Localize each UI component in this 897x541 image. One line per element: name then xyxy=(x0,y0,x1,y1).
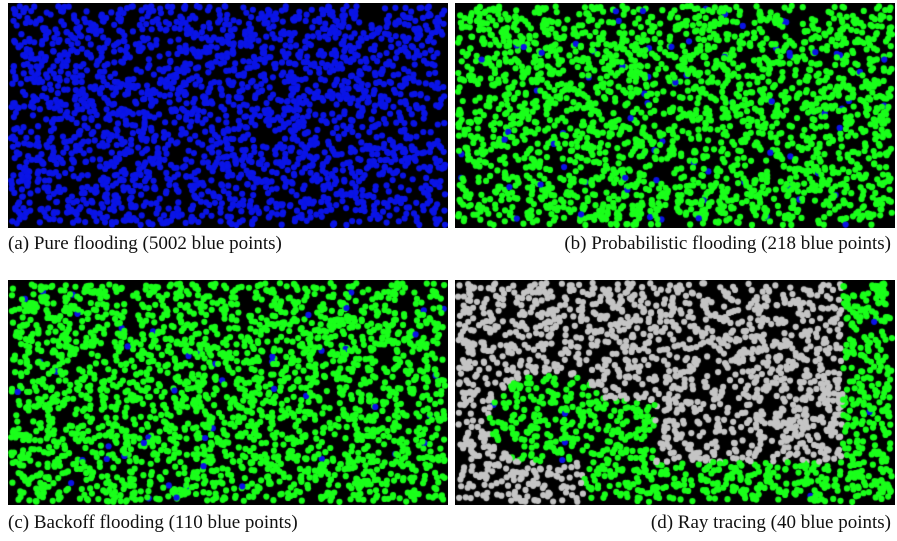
scatter-canvas-c xyxy=(8,280,448,505)
panel-pure-flooding xyxy=(8,3,448,228)
scatter-canvas-a xyxy=(8,3,448,228)
panel-ray-tracing xyxy=(455,280,895,505)
scatter-canvas-d xyxy=(455,280,895,505)
caption-a: (a) Pure flooding (5002 blue points) xyxy=(8,233,282,254)
panel-probabilistic-flooding xyxy=(455,3,895,228)
caption-d: (d) Ray tracing (40 blue points) xyxy=(650,512,891,533)
scatter-canvas-b xyxy=(455,3,895,228)
caption-c: (c) Backoff flooding (110 blue points) xyxy=(8,512,298,533)
panel-backoff-flooding xyxy=(8,280,448,505)
caption-b: (b) Probabilistic flooding (218 blue poi… xyxy=(564,233,891,254)
